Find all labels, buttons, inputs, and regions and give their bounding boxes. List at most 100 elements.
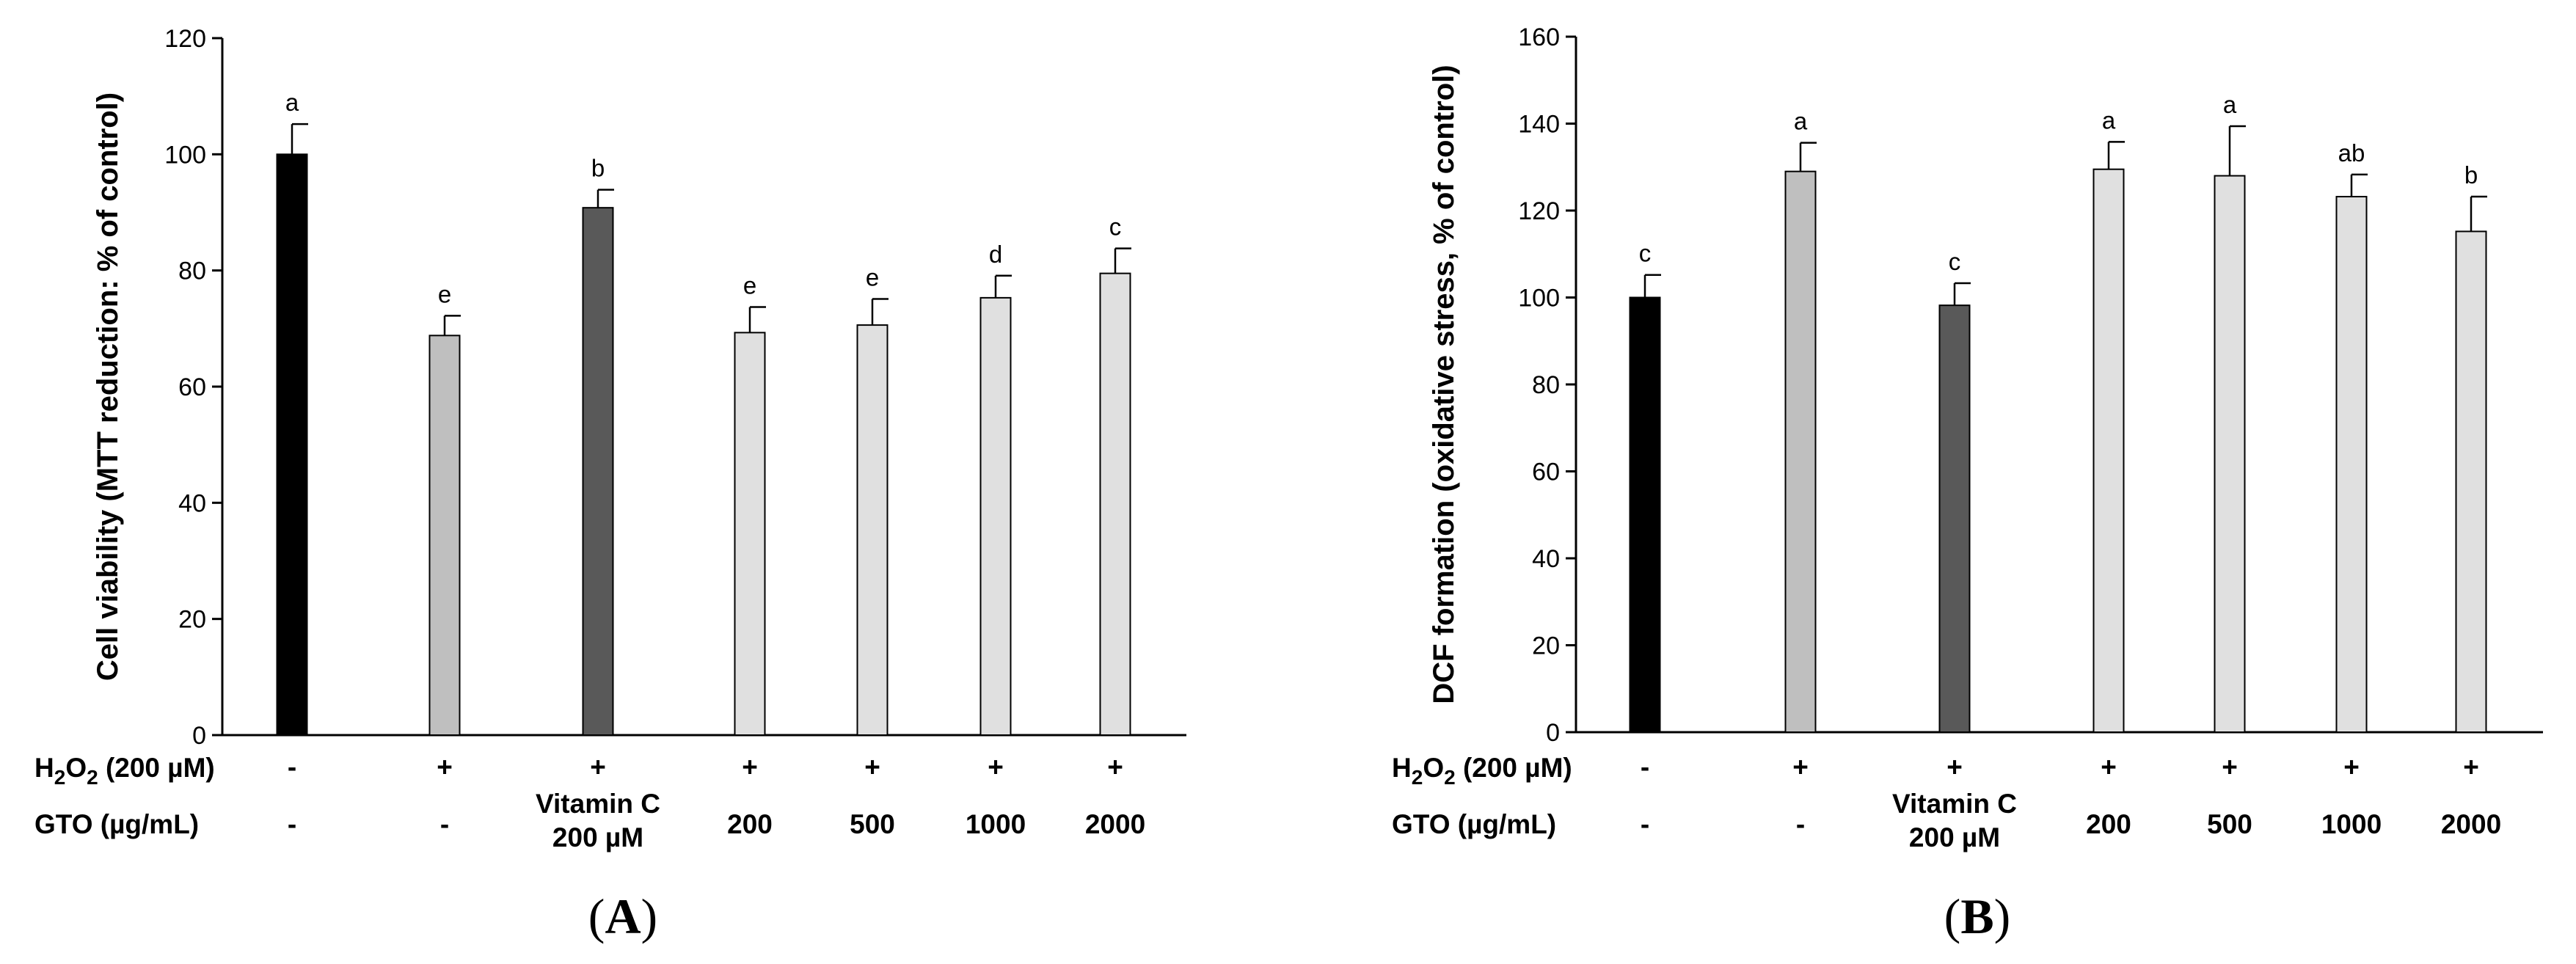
panel-label-part: B [1960,888,1993,944]
gto-cell: 500 [850,809,895,839]
h2o2-cell: + [2101,752,2117,782]
bar [2455,230,2487,733]
h2o2-cell: + [864,752,880,782]
y-tick-label: 140 [1518,111,1560,139]
gto-cell-line: 200 µM [1909,822,2000,852]
bar [428,335,461,737]
panel-label-part: ) [641,888,658,944]
significance-letter: c [1949,248,1961,275]
significance-letter: b [591,155,605,182]
panel-label-part: A [605,888,641,944]
y-tick-label: 40 [1532,545,1560,573]
gto-cell: 200 [2086,809,2131,839]
panel-label-part: ( [1944,888,1961,944]
y-tick-label: 40 [178,489,206,517]
y-tick-label: 120 [164,25,206,53]
bar [1784,170,1817,734]
h2o2-label-part: H [34,753,54,783]
gto-cell: Vitamin C 200 µM [536,789,660,852]
y-tick-label: 20 [1532,632,1560,660]
significance-letter: a [2223,91,2237,118]
y-axis-title: Cell viability (MTT reduction: % of cont… [92,92,124,681]
h2o2-label-part: 2 [1412,766,1423,789]
significance-letter: a [2102,106,2116,134]
significance-letter: e [743,272,756,299]
significance-letter: a [285,89,299,116]
bar [1099,272,1131,736]
h2o2-label-part: 2 [54,766,66,789]
gto-cell: 500 [2207,809,2252,839]
bar [979,296,1012,736]
h2o2-label-part: 2 [87,766,98,789]
gto-cell-line: Vitamin C [536,789,660,819]
bar [1629,296,1661,733]
h2o2-cell: + [742,752,758,782]
y-tick-label: 120 [1518,197,1560,225]
significance-letter: c [1639,240,1652,267]
h2o2-cell: + [2222,752,2238,782]
panel-a: 0 20 40 60 80 100 120 Cell viability (MTT reduc… [34,25,1186,944]
panel-label: (A) [588,888,657,944]
significance-letter: e [438,280,451,307]
bar [2092,168,2125,733]
h2o2-cell: - [288,752,296,782]
y-axis-title: DCF formation (oxidative stress, % of co… [1428,65,1460,704]
significance-letter: e [866,263,879,291]
significance-letter: a [1794,108,1808,135]
bar [276,153,308,737]
gto-cell: - [1641,809,1649,839]
h2o2-cell: + [1792,752,1809,782]
bar [2214,175,2246,734]
y-tick-label: 20 [178,606,206,634]
h2o2-cell: + [1107,752,1123,782]
y-tick-label: 0 [1546,719,1560,747]
h2o2-cell: + [2343,752,2360,782]
h2o2-cell: - [1641,752,1649,782]
y-tick-label: 100 [164,141,206,169]
panel-b: 0 20 40 60 80 100 120 140 160 DCF formation (oxid… [1392,23,2543,944]
gto-cell: 2000 [1085,809,1145,839]
y-tick-label: 60 [178,373,206,401]
bar [734,332,766,736]
y-tick-label: 60 [1532,459,1560,486]
h2o2-cell: + [2463,752,2479,782]
gto-cell: - [440,809,449,839]
y-tick-label: 80 [178,258,206,285]
h2o2-label-part: 2 [1444,766,1456,789]
gto-row-label: GTO (µg/mL) [1392,809,1556,839]
h2o2-label-part: (200 µM) [98,753,215,783]
h2o2-label-part: O [1423,753,1444,783]
gto-cell: Vitamin C 200 µM [1892,789,2017,852]
significance-letter: b [2464,161,2478,189]
gto-cell-line: Vitamin C [1892,789,2017,819]
h2o2-cell: + [988,752,1004,782]
gto-cell: - [288,809,296,839]
gto-row-label: GTO (µg/mL) [34,809,199,839]
gto-cell: - [1796,809,1805,839]
panel-label-part: ) [1994,888,2011,944]
y-tick-label: 160 [1518,23,1560,51]
bar [1938,304,1971,734]
h2o2-cell: + [437,752,453,782]
h2o2-label-part: O [65,753,87,783]
gto-cell-line: 200 µM [552,822,643,852]
h2o2-label-part: (200 µM) [1456,753,1572,783]
bar [2335,196,2368,734]
panel-label: (B) [1944,888,2011,944]
gto-cell: 200 [727,809,773,839]
significance-letter: d [989,241,1002,268]
significance-letter: c [1109,213,1122,241]
y-tick-label: 100 [1518,285,1560,313]
bar [582,207,614,736]
y-tick-label: 0 [192,722,206,750]
h2o2-cell: + [590,752,606,782]
bar [856,324,889,737]
h2o2-cell: + [1946,752,1963,782]
gto-cell: 2000 [2441,809,2501,839]
h2o2-label-part: H [1392,753,1412,783]
h2o2-row-label: H2O2 (200 µM) [1392,753,1572,789]
h2o2-row-label: H2O2 (200 µM) [34,753,215,789]
gto-cell: 1000 [966,809,1026,839]
gto-cell: 1000 [2321,809,2382,839]
